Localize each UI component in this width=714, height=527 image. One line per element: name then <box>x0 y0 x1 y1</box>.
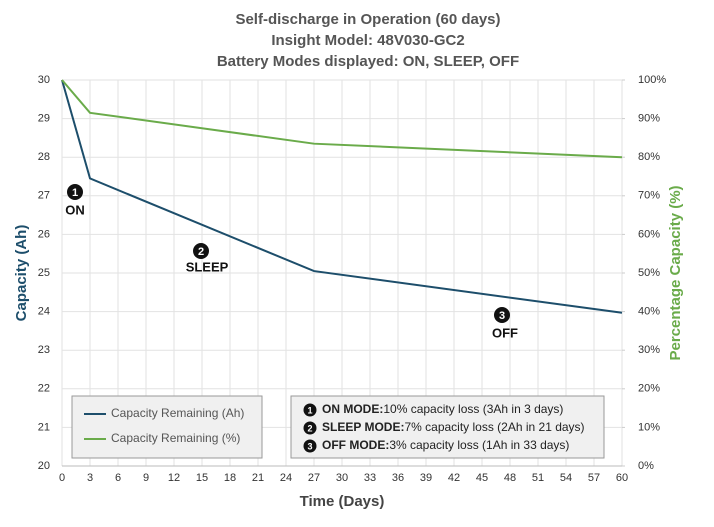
annotation-marker <box>67 184 83 200</box>
data-line <box>61 79 623 159</box>
x-tick-label: 21 <box>252 472 264 484</box>
data-line <box>61 79 623 314</box>
x-tick-label: 24 <box>280 472 292 484</box>
y2-tick-label: 40% <box>638 306 660 318</box>
x-tick-label: 60 <box>616 472 628 484</box>
x-tick-label: 9 <box>143 472 149 484</box>
x-tick-label: 33 <box>364 472 376 484</box>
x-tick-label: 18 <box>224 472 236 484</box>
legend-box <box>71 395 263 459</box>
note-detail: 3% capacity loss (1Ah in 33 days) <box>389 438 569 452</box>
note-number: 2 <box>307 423 312 433</box>
y-tick-label: 29 <box>38 113 50 125</box>
annotation-label: OFF <box>492 325 518 340</box>
y-tick-label: 27 <box>38 190 50 202</box>
y-tick-label: 28 <box>38 151 50 163</box>
y2-tick-label: 0% <box>638 460 654 472</box>
y2-tick-label: 100% <box>638 74 666 86</box>
y-tick-label: 25 <box>38 267 50 279</box>
x-tick-label: 45 <box>476 472 488 484</box>
y2-tick-label: 70% <box>638 190 660 202</box>
note-detail: 10% capacity loss (3Ah in 3 days) <box>383 402 563 416</box>
chart-title: Battery Modes displayed: ON, SLEEP, OFF <box>217 53 519 70</box>
annotation-number: 2 <box>198 246 204 258</box>
x-tick-label: 3 <box>87 472 93 484</box>
y-tick-label: 30 <box>38 74 50 86</box>
notes-box <box>290 395 605 459</box>
x-axis-label: Time (Days) <box>300 493 385 510</box>
y-tick-label: 24 <box>38 306 50 318</box>
note-number: 1 <box>307 405 312 415</box>
y2-tick-label: 50% <box>638 267 660 279</box>
annotation-number: 1 <box>72 187 78 199</box>
note-marker <box>303 421 317 435</box>
chart-title: Insight Model: 48V030-GC2 <box>271 32 464 49</box>
x-tick-label: 6 <box>115 472 121 484</box>
x-tick-label: 0 <box>59 472 65 484</box>
y-tick-label: 26 <box>38 228 50 240</box>
y2-tick-label: 90% <box>638 113 660 125</box>
annotation-label: SLEEP <box>186 259 229 274</box>
annotation-label: ON <box>65 202 85 217</box>
y-tick-label: 23 <box>38 344 50 356</box>
note-text: SLEEP MODE:7% capacity loss (2Ah in 21 d… <box>322 420 585 434</box>
note-text: ON MODE:10% capacity loss (3Ah in 3 days… <box>322 402 563 416</box>
x-tick-label: 57 <box>588 472 600 484</box>
annotation-marker <box>193 243 209 259</box>
x-tick-label: 51 <box>532 472 544 484</box>
x-tick-label: 39 <box>420 472 432 484</box>
annotation-marker <box>494 307 510 323</box>
x-tick-label: 42 <box>448 472 460 484</box>
x-tick-label: 30 <box>336 472 348 484</box>
y-tick-label: 22 <box>38 383 50 395</box>
note-marker <box>303 439 317 453</box>
x-tick-label: 54 <box>560 472 572 484</box>
y2-tick-label: 10% <box>638 421 660 433</box>
x-tick-label: 27 <box>308 472 320 484</box>
x-tick-label: 12 <box>168 472 180 484</box>
legend-label: Capacity Remaining (Ah) <box>111 406 244 420</box>
x-tick-label: 48 <box>504 472 516 484</box>
y-tick-label: 20 <box>38 460 50 472</box>
note-marker <box>303 403 317 417</box>
y-tick-label: 21 <box>38 421 50 433</box>
annotation-number: 3 <box>499 310 505 322</box>
y2-tick-label: 30% <box>638 344 660 356</box>
note-mode: SLEEP MODE: <box>322 420 404 434</box>
note-number: 3 <box>307 441 312 451</box>
note-text: OFF MODE:3% capacity loss (1Ah in 33 day… <box>322 438 569 452</box>
x-tick-label: 36 <box>392 472 404 484</box>
y-axis-label: Capacity (Ah) <box>13 225 30 322</box>
x-tick-label: 15 <box>196 472 208 484</box>
note-mode: OFF MODE: <box>322 438 389 452</box>
y2-tick-label: 80% <box>638 151 660 163</box>
legend-label: Capacity Remaining (%) <box>111 431 240 445</box>
note-detail: 7% capacity loss (2Ah in 21 days) <box>404 420 584 434</box>
y2-tick-label: 60% <box>638 228 660 240</box>
y2-tick-label: 20% <box>638 383 660 395</box>
chart-title: Self-discharge in Operation (60 days) <box>235 11 500 28</box>
note-mode: ON MODE: <box>322 402 383 416</box>
y2-axis-label: Percentage Capacity (%) <box>667 185 684 360</box>
